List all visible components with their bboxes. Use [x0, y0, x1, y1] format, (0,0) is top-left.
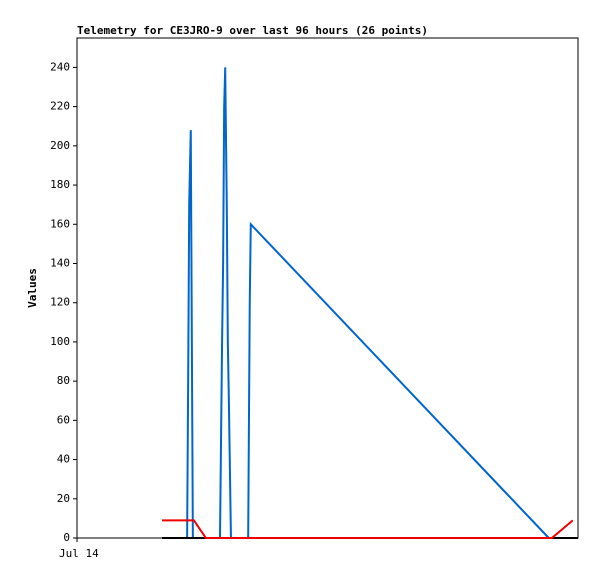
y-tick-label: 40 [57, 453, 70, 466]
y-tick-label: 200 [50, 139, 70, 152]
y-tick-label: 20 [57, 492, 70, 505]
y-tick-label: 220 [50, 100, 70, 113]
y-tick-label: 140 [50, 256, 70, 269]
series-line [162, 519, 574, 539]
y-tick-label: 180 [50, 178, 70, 191]
x-tick-label: Jul 14 [59, 547, 99, 560]
chart-title: Telemetry for CE3JRO-9 over last 96 hour… [77, 24, 428, 37]
y-tick-label: 80 [57, 374, 70, 387]
y-tick-label: 160 [50, 217, 70, 230]
y-axis-label: Values [26, 268, 39, 308]
y-tick-label: 100 [50, 335, 70, 348]
y-tick-label: 60 [57, 413, 70, 426]
y-tick-label: 0 [63, 531, 70, 544]
y-tick-label: 120 [50, 296, 70, 309]
y-tick-label: 240 [50, 60, 70, 73]
